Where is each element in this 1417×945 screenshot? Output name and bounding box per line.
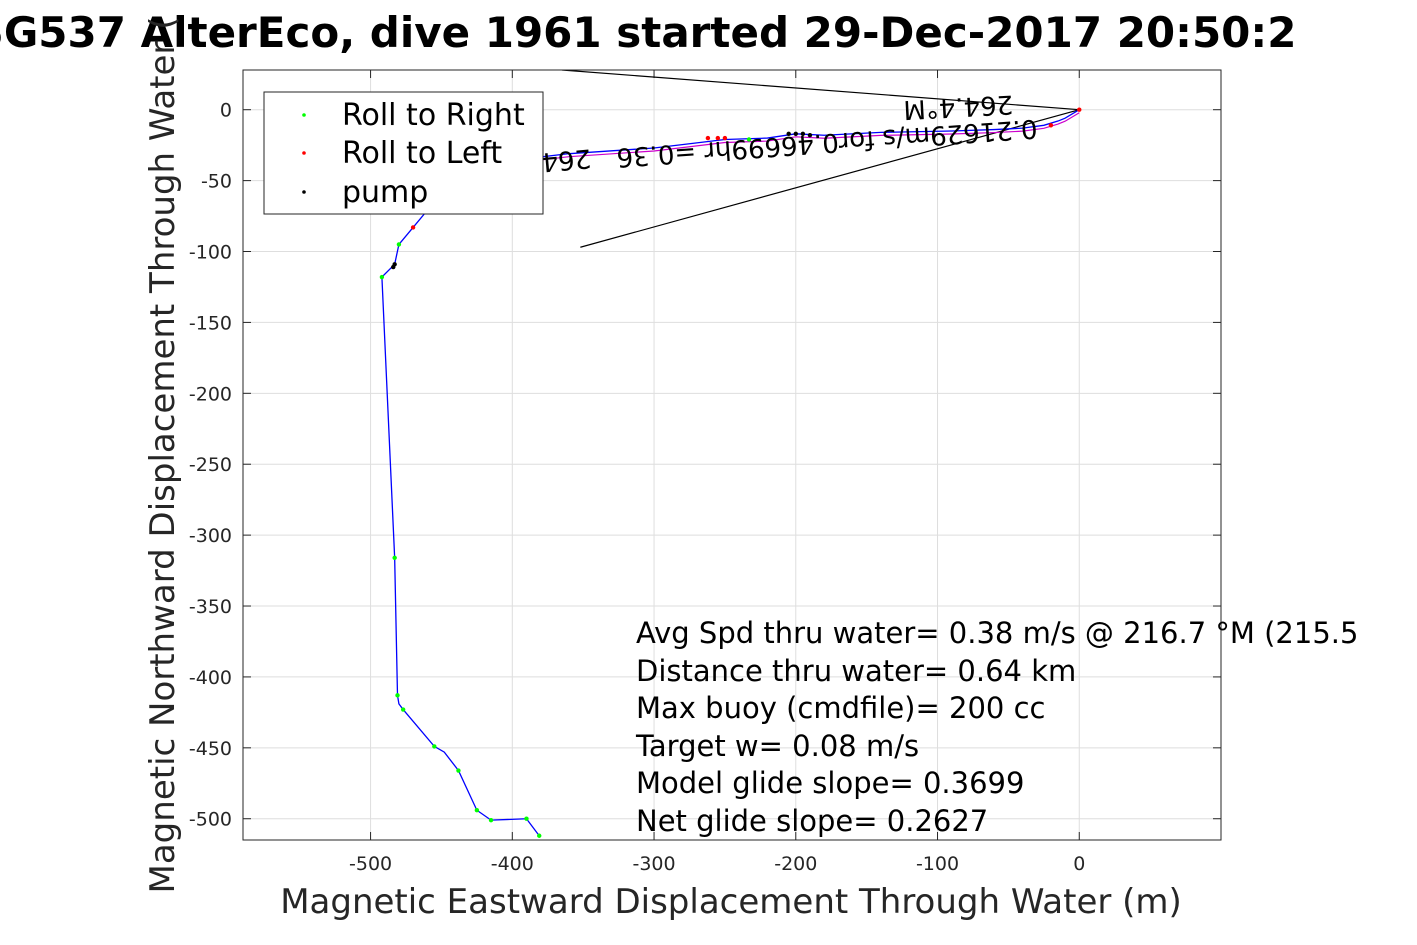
roll-right-marker xyxy=(379,274,385,280)
pump-marker xyxy=(807,133,813,138)
legend-marker-roll-left xyxy=(302,151,306,155)
roll-right-marker xyxy=(400,707,406,712)
x-tick-label: -300 xyxy=(632,853,675,875)
y-tick-label: -100 xyxy=(189,242,232,264)
roll-right-marker xyxy=(488,817,494,823)
roll-right-marker xyxy=(392,555,397,561)
legend-box xyxy=(263,91,544,215)
pump-marker xyxy=(786,131,791,137)
x-tick-label: 0 xyxy=(1073,853,1085,875)
legend-marker-pump xyxy=(302,190,306,194)
plot-frame xyxy=(242,69,1222,841)
x-tick-label: -100 xyxy=(916,853,959,875)
y-tick-label: -300 xyxy=(189,525,232,547)
pump-marker xyxy=(391,264,396,270)
vector-line xyxy=(561,70,1080,111)
roll-right-marker xyxy=(432,744,437,749)
y-tick-label: -500 xyxy=(189,809,232,831)
y-tick-label: -350 xyxy=(189,596,232,618)
annotation-distance: Distance thru water= 0.64 km xyxy=(636,654,1076,688)
roll-right-marker xyxy=(395,693,400,698)
roll-left-marker xyxy=(1048,123,1054,128)
x-axis-label: Magnetic Eastward Displacement Through W… xyxy=(280,882,1182,922)
annotation-avg-speed: Avg Spd thru water= 0.38 m/s @ 216.7 °M … xyxy=(636,616,1358,650)
markers xyxy=(379,107,1082,838)
roll-left-marker xyxy=(705,135,711,141)
annotation-net-glide-slope: Net glide slope= 0.2627 xyxy=(636,804,988,838)
legend-label-roll-right: Roll to Right xyxy=(342,98,525,133)
dive-annotations: Avg Spd thru water= 0.38 m/s @ 216.7 °M … xyxy=(635,616,1358,838)
pump-marker xyxy=(793,131,798,137)
annotation-model-glide-slope: Model glide slope= 0.3699 xyxy=(636,766,1024,800)
y-tick-label: -50 xyxy=(201,171,232,193)
legend-label-roll-left: Roll to Left xyxy=(342,136,502,171)
legend-marker-roll-right xyxy=(302,113,306,117)
y-tick-label: -450 xyxy=(189,738,232,760)
annotation-max-buoy: Max buoy (cmdfile)= 200 cc xyxy=(636,691,1045,725)
roll-left-marker xyxy=(1077,107,1082,112)
y-tick-label: -400 xyxy=(189,667,232,689)
track-line-magenta xyxy=(483,112,1080,168)
y-tick-label: -150 xyxy=(189,312,232,334)
roll-right-marker xyxy=(396,242,402,247)
segment-label: 264.4°M xyxy=(903,89,1014,125)
x-tick-label: -200 xyxy=(774,853,817,875)
annotation-target-w: Target w= 0.08 m/s xyxy=(635,729,919,763)
x-tick-label: -400 xyxy=(491,853,534,875)
roll-left-marker xyxy=(715,135,721,141)
legend: Roll to Right Roll to Left pump xyxy=(263,91,544,215)
roll-left-marker xyxy=(410,225,416,230)
roll-right-marker xyxy=(746,137,752,142)
legend-label-pump: pump xyxy=(342,175,428,210)
y-tick-label: 0 xyxy=(220,100,232,122)
roll-right-marker xyxy=(474,808,480,813)
y-axis-label: Magnetic Northward Displacement Through … xyxy=(143,17,183,894)
roll-right-marker xyxy=(537,833,542,838)
y-tick-label: -250 xyxy=(189,454,232,476)
y-tick-label: -200 xyxy=(189,383,232,405)
axis-ticks: -500 -400 -300 -200 -100 0 0 -50 -100 -150 -200 -25… xyxy=(189,70,1221,875)
roll-right-marker xyxy=(524,816,529,821)
roll-right-marker xyxy=(456,768,461,773)
roll-left-marker xyxy=(722,135,728,141)
chart-title: SG537 AlterEco, dive 1961 started 29-Dec… xyxy=(0,8,1296,57)
x-tick-label: -500 xyxy=(349,853,392,875)
pump-marker xyxy=(800,131,806,137)
